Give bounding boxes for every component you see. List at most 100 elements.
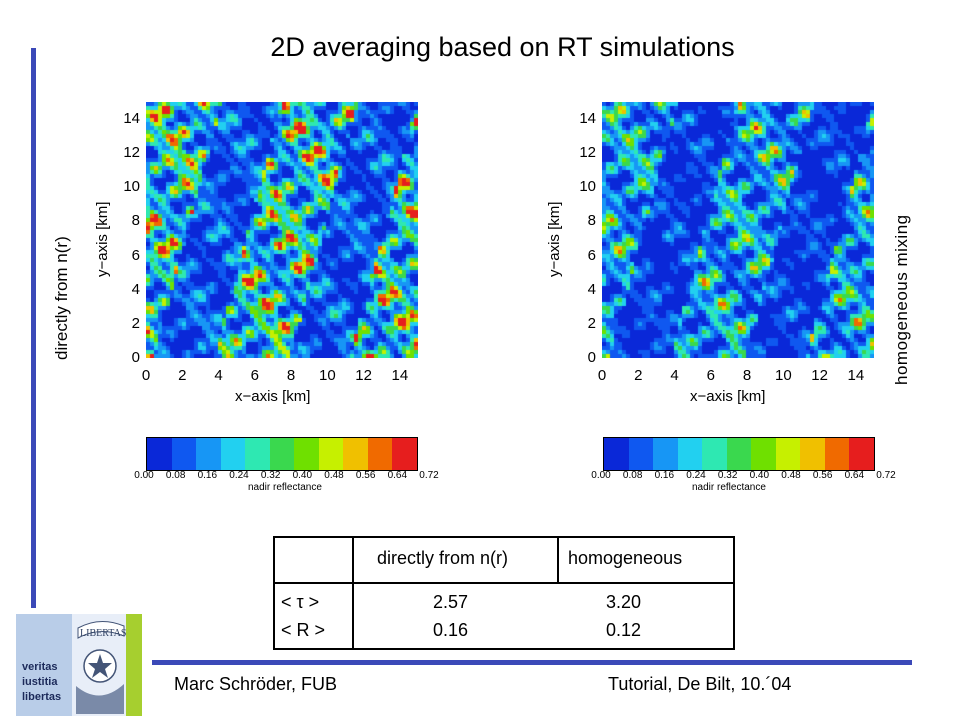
x-tick-left: 0 [141, 367, 151, 384]
left-panel-label: directly from n(r) [52, 236, 71, 360]
colorbar-swatch [726, 438, 752, 470]
x-tick-left: 8 [286, 367, 296, 384]
colorbar-left [146, 437, 418, 471]
y-tick-left: 14 [123, 110, 140, 128]
results-table: directly from n(r) homogeneous < τ > < R… [273, 536, 735, 650]
y-tick-right: 14 [579, 110, 596, 128]
colorbar-tick-right: 0.00 [591, 470, 611, 481]
colorbar-swatch [245, 438, 270, 470]
colorbar-tick-left: 0.32 [260, 470, 281, 481]
slide-title: 2D averaging based on RT simulations [270, 32, 735, 62]
colorbar-tick-right: 0.56 [812, 470, 833, 481]
y-tick-left: 6 [131, 246, 140, 264]
y-tick-left: 4 [131, 280, 140, 298]
x-axis-label-left: x−axis [km] [235, 388, 311, 405]
colorbar-swatch [628, 438, 654, 470]
colorbar-tick-left: 0.72 [419, 470, 439, 481]
x-tick-right: 6 [706, 367, 715, 384]
x-tick-right: 4 [670, 367, 679, 384]
colorbar-tick-left: 0.48 [324, 470, 344, 481]
y-tick-right: 12 [579, 144, 596, 162]
table-cell-tau-direct: 2.57 [433, 592, 469, 612]
x-axis-label-right: x−axis [km] [690, 388, 766, 405]
x-tick-left: 10 [318, 367, 336, 384]
colorbar-swatch [367, 438, 393, 470]
colorbar-swatch [824, 438, 850, 470]
colorbar-swatch [702, 438, 727, 470]
heatmap-right-canvas [602, 102, 874, 358]
y-tick-left: 10 [123, 178, 140, 196]
colorbar-swatch [775, 438, 801, 470]
colorbar-tick-left: 0.00 [134, 470, 154, 481]
colorbar-swatch [269, 438, 295, 470]
y-tick-right: 4 [587, 280, 596, 298]
colorbar-swatch [171, 438, 197, 470]
colorbar-swatch [751, 438, 776, 470]
colorbar-swatch [318, 438, 344, 470]
colorbar-tick-right: 0.48 [781, 470, 801, 481]
colorbar-swatch [800, 438, 825, 470]
table-cell-r-direct: 0.16 [433, 620, 469, 640]
colorbar-label-right: nadir reflectance [692, 482, 766, 493]
colorbar-tick-left: 0.08 [165, 470, 186, 481]
colorbar-tick-right: 0.64 [844, 470, 865, 481]
logo-banner-text: LIBERTAS [80, 628, 126, 639]
colorbar-tick-right: 0.40 [749, 470, 770, 481]
colorbar-swatch [294, 438, 319, 470]
colorbar-swatch [849, 438, 875, 470]
y-tick-right: 6 [587, 246, 596, 264]
table-row-label-tau: < τ > [281, 592, 320, 612]
logo-text-1: veritas [22, 661, 57, 673]
colorbar-tick-left: 0.64 [387, 470, 408, 481]
colorbar-swatch [677, 438, 703, 470]
logo-text-3: libertas [22, 691, 61, 703]
colorbar-right [603, 437, 875, 471]
colorbar-swatch [147, 438, 172, 470]
colorbar-swatch [604, 438, 629, 470]
y-tick-left: 8 [131, 212, 140, 230]
university-logo: LIBERTAS veritas iustitia libertas [16, 614, 142, 716]
colorbar-swatch [392, 438, 418, 470]
table-header-direct: directly from n(r) [377, 548, 509, 568]
y-tick-right: 2 [587, 314, 596, 332]
y-axis-label-right: y−axis [km] [546, 201, 563, 277]
colorbar-tick-left: 0.16 [197, 470, 218, 481]
x-tick-left: 14 [391, 367, 409, 384]
x-tick-right: 10 [774, 367, 792, 384]
x-tick-right: 0 [597, 367, 607, 384]
x-tick-left: 6 [250, 367, 259, 384]
x-tick-right: 8 [742, 367, 752, 384]
accent-vertical-bar [31, 48, 36, 608]
heatmap-left-canvas [146, 102, 418, 358]
x-tick-left: 4 [214, 367, 223, 384]
accent-horizontal-bar [152, 660, 912, 665]
y-tick-left: 2 [131, 314, 140, 332]
x-tick-right: 2 [634, 367, 643, 384]
y-tick-left: 0 [131, 349, 140, 366]
colorbar-swatch [196, 438, 221, 470]
logo-text-2: iustitia [22, 676, 58, 688]
colorbar-tick-right: 0.24 [686, 470, 706, 481]
footer-event: Tutorial, De Bilt, 10.´04 [608, 674, 792, 694]
x-tick-left: 12 [355, 367, 372, 384]
x-tick-right: 14 [847, 367, 865, 384]
y-tick-right: 8 [587, 212, 596, 230]
colorbar-label-left: nadir reflectance [248, 482, 322, 493]
colorbar-swatch [220, 438, 246, 470]
colorbar-swatch [343, 438, 368, 470]
y-tick-left: 12 [123, 144, 140, 162]
colorbar-tick-right: 0.08 [622, 470, 643, 481]
right-panel-label: homogeneous mixing [892, 214, 911, 385]
colorbar-tick-right: 0.16 [654, 470, 675, 481]
colorbar-swatch [653, 438, 678, 470]
colorbar-tick-left: 0.40 [292, 470, 313, 481]
colorbar-tick-right: 0.72 [876, 470, 896, 481]
footer-author: Marc Schröder, FUB [174, 674, 338, 694]
table-cell-r-homogeneous: 0.12 [606, 620, 642, 640]
table-cell-tau-homogeneous: 3.20 [606, 592, 642, 612]
y-axis-label-left: y−axis [km] [94, 201, 111, 277]
x-tick-left: 2 [178, 367, 187, 384]
colorbar-tick-right: 0.32 [717, 470, 738, 481]
colorbar-tick-left: 0.56 [355, 470, 376, 481]
colorbar-tick-left: 0.24 [229, 470, 249, 481]
